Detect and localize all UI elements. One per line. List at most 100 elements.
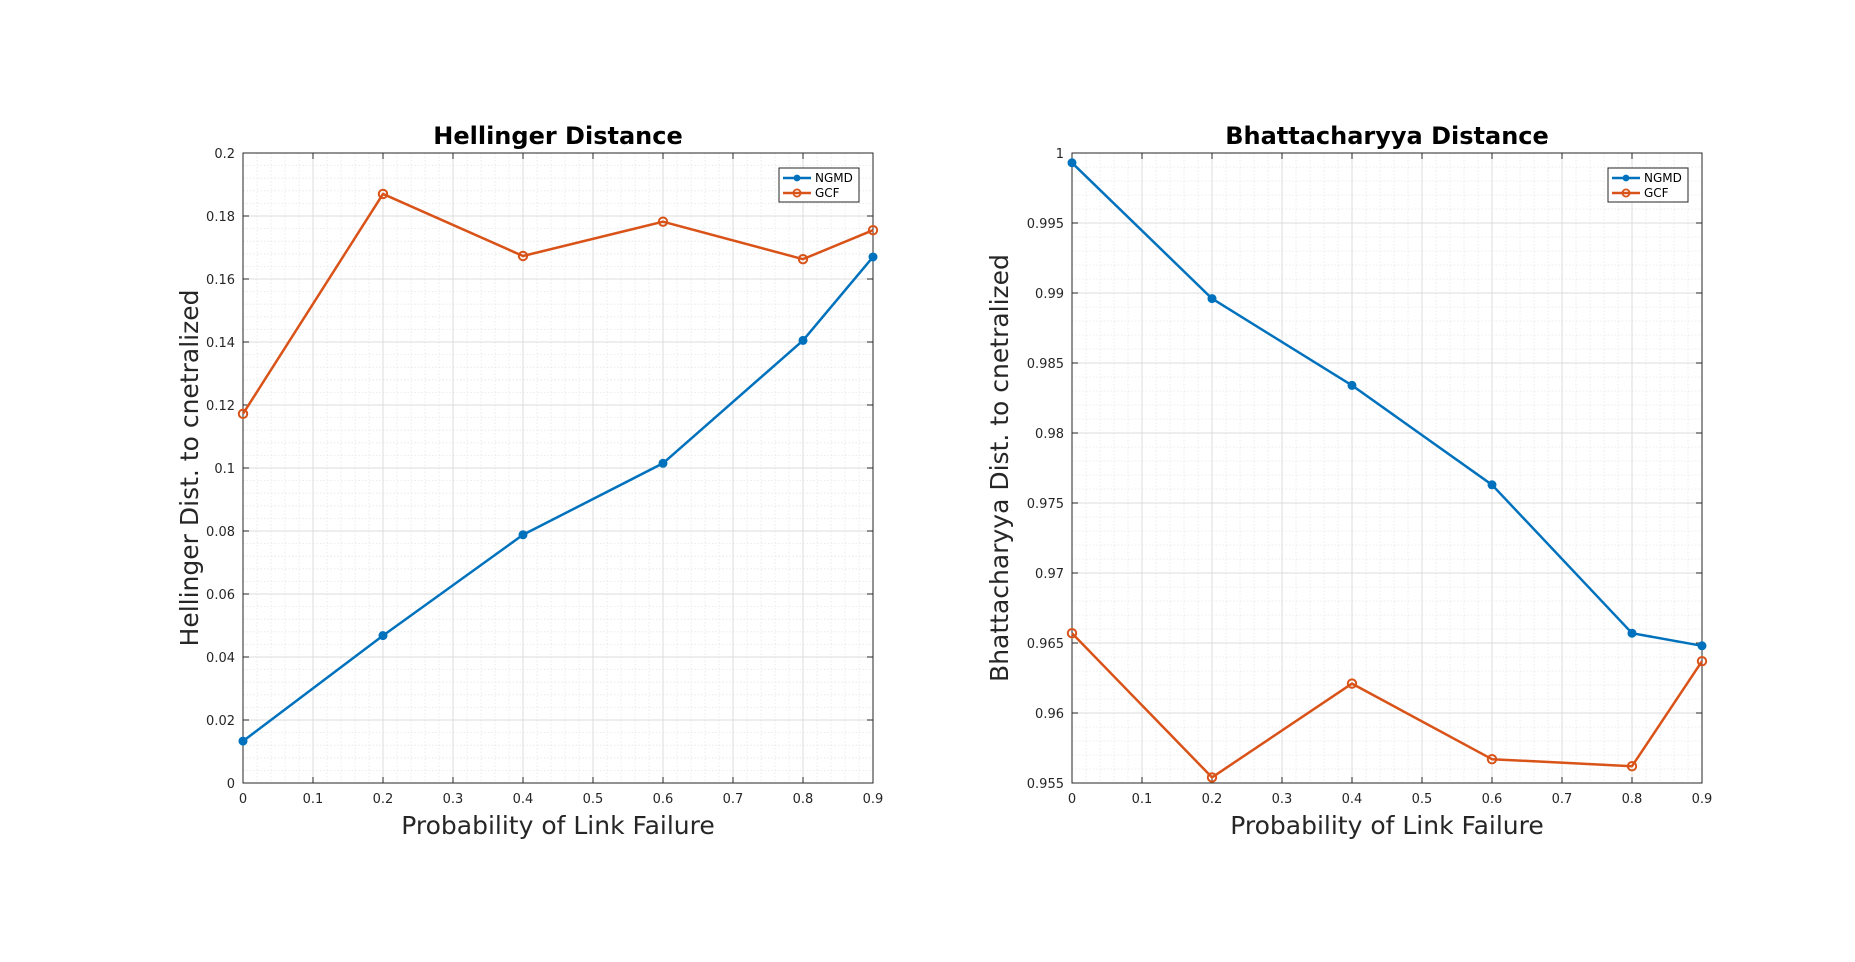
data-point <box>1067 158 1077 168</box>
series-ngmd <box>238 252 878 746</box>
ticks: 0 0.1 0.2 0.3 0.4 0.5 0.6 0.7 0.8 0.9 0 0.02 0.04 0.0… <box>206 147 883 807</box>
y-tick-label: 0.955 <box>1027 777 1064 792</box>
y-tick-label: 0.18 <box>206 210 235 225</box>
x-tick-label: 0.4 <box>1342 792 1363 807</box>
chart-bhattacharyya-distance: 0 0.1 0.2 0.3 0.4 0.5 0.6 0.7 0.8 0.9 0.955 0.96 0.9… <box>985 122 1712 840</box>
y-tick-label: 0.995 <box>1027 217 1064 232</box>
data-point <box>1627 628 1637 638</box>
legend-marker <box>1621 188 1631 198</box>
series-gcf <box>237 188 879 420</box>
data-point <box>378 631 388 641</box>
series-line <box>1071 632 1704 779</box>
data-point <box>518 530 528 540</box>
data-point <box>657 216 669 227</box>
y-tick-label: 0.04 <box>206 651 235 666</box>
y-axis-label: Hellinger Dist. to cnetralized <box>175 290 204 647</box>
x-tick-label: 0.7 <box>1552 792 1573 807</box>
x-tick-label: 0.7 <box>723 792 744 807</box>
x-tick-label: 0.2 <box>1202 792 1223 807</box>
data-point <box>1347 380 1357 390</box>
data-point <box>867 224 879 236</box>
y-axis-label: Bhattacharyya Dist. to cnetralized <box>985 254 1014 682</box>
chart-title: Hellinger Distance <box>433 122 682 150</box>
data-point <box>517 250 529 262</box>
y-tick-label: 0.2 <box>214 147 235 162</box>
data-point <box>797 253 809 265</box>
data-point <box>798 335 808 345</box>
y-tick-label: 0.98 <box>1035 427 1064 442</box>
data-point <box>658 458 668 468</box>
y-tick-label: 0.1 <box>214 462 235 477</box>
x-tick-label: 0.2 <box>373 792 394 807</box>
legend-marker <box>793 174 801 182</box>
y-tick-label: 0.975 <box>1027 497 1064 512</box>
x-tick-label: 0.5 <box>1412 792 1433 807</box>
x-tick-label: 0.6 <box>1482 792 1503 807</box>
ticks: 0 0.1 0.2 0.3 0.4 0.5 0.6 0.7 0.8 0.9 0.955 0.96 0.9… <box>1027 147 1713 807</box>
x-tick-label: 0.4 <box>513 792 534 807</box>
data-point <box>1696 656 1708 667</box>
plot-area <box>1072 153 1702 783</box>
legend-label: GCF <box>1644 186 1669 200</box>
data-point <box>238 736 248 746</box>
x-axis-label: Probability of Link Failure <box>401 811 715 840</box>
data-point <box>1207 294 1217 304</box>
axes-box <box>1071 152 1703 784</box>
y-tick-label: 0.02 <box>206 714 235 729</box>
chart-title: Bhattacharyya Distance <box>1225 122 1549 150</box>
x-tick-label: 0.1 <box>303 792 324 807</box>
series-line <box>241 192 874 415</box>
data-point <box>1346 678 1358 689</box>
y-tick-label: 0.14 <box>206 336 235 351</box>
x-tick-label: 0.3 <box>1272 792 1293 807</box>
y-tick-label: 0 <box>227 777 235 792</box>
series-ngmd <box>1067 158 1707 651</box>
y-tick-label: 0.06 <box>206 588 235 603</box>
y-tick-label: 0.16 <box>206 273 235 288</box>
x-tick-label: 0.6 <box>653 792 674 807</box>
legend-label: GCF <box>815 186 840 200</box>
x-tick-label: 0.8 <box>793 792 814 807</box>
legend-box <box>1607 167 1689 203</box>
x-tick-label: 0 <box>1068 792 1076 807</box>
x-tick-label: 0.8 <box>1622 792 1643 807</box>
data-point <box>1487 480 1497 490</box>
x-axis-label: Probability of Link Failure <box>1230 811 1544 840</box>
y-tick-label: 0.08 <box>206 525 235 540</box>
x-tick-label: 0.5 <box>583 792 604 807</box>
legend-box <box>778 167 860 203</box>
data-point <box>1206 772 1218 783</box>
legend-marker <box>792 188 802 198</box>
y-tick-label: 0.96 <box>1035 707 1064 722</box>
data-point <box>1697 641 1707 651</box>
legend-marker <box>1622 174 1630 182</box>
data-point <box>1626 761 1638 772</box>
x-tick-label: 0.9 <box>1692 792 1713 807</box>
series-line <box>242 256 874 743</box>
data-point <box>1066 628 1078 639</box>
legend-label: NGMD <box>815 171 853 185</box>
y-tick-label: 0.965 <box>1027 637 1064 652</box>
y-tick-label: 0.985 <box>1027 357 1064 372</box>
legend-label: NGMD <box>1644 171 1682 185</box>
y-tick-label: 0.97 <box>1035 567 1064 582</box>
x-tick-label: 0 <box>239 792 247 807</box>
y-tick-label: 0.99 <box>1035 287 1064 302</box>
y-tick-label: 1 <box>1056 147 1064 162</box>
series-gcf <box>1066 628 1708 783</box>
y-tick-label: 0.12 <box>206 399 235 414</box>
grid <box>1071 152 1703 784</box>
x-tick-label: 0.9 <box>863 792 884 807</box>
x-tick-label: 0.1 <box>1132 792 1153 807</box>
chart-hellinger-distance: 0 0.1 0.2 0.3 0.4 0.5 0.6 0.7 0.8 0.9 0 0.02 0.04 0.0… <box>175 122 883 840</box>
series-line <box>1071 161 1703 648</box>
data-point <box>377 188 389 200</box>
data-point <box>237 408 249 420</box>
x-tick-label: 0.3 <box>443 792 464 807</box>
data-point <box>1486 754 1498 765</box>
grid <box>242 152 874 784</box>
